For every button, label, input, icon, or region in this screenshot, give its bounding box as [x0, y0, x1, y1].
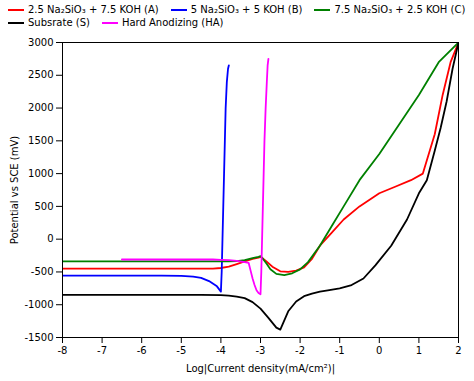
html-text:Subsrate (S): Subsrate (S): [28, 17, 90, 28]
svg-text:1500: 1500: [28, 135, 53, 146]
html-text:5 Na₂SiO₃ + 5 KOH (B): 5 Na₂SiO₃ + 5 KOH (B): [190, 4, 303, 15]
svg-text:-2: -2: [295, 345, 305, 356]
svg-text:1000: 1000: [28, 168, 53, 179]
svg-text:-1500: -1500: [24, 332, 53, 343]
svg-text:0: 0: [47, 233, 53, 244]
svg-text:-3: -3: [256, 345, 266, 356]
svg-text:2: 2: [455, 345, 461, 356]
svg-text:-8: -8: [58, 345, 68, 356]
svg-text:2500: 2500: [28, 69, 53, 80]
svg-text:3000: 3000: [28, 37, 53, 48]
svg-text:-1000: -1000: [24, 299, 53, 310]
svg-text:-1: -1: [335, 345, 345, 356]
svg-text:500: 500: [34, 201, 53, 212]
svg-text:2000: 2000: [28, 102, 53, 113]
svg-text:0: 0: [376, 345, 382, 356]
svg-text:1: 1: [416, 345, 422, 356]
svg-text:-6: -6: [137, 345, 147, 356]
svg-text:-7: -7: [97, 345, 107, 356]
svg-text:-500: -500: [31, 266, 54, 277]
svg-text:Log|Current density(mA/cm²)|: Log|Current density(mA/cm²)|: [186, 363, 335, 375]
svg-text:-5: -5: [176, 345, 186, 356]
html-text:2.5 Na₂SiO₃ + 7.5 KOH (A): 2.5 Na₂SiO₃ + 7.5 KOH (A): [28, 4, 159, 15]
html-text:Hard Anodizing (HA): Hard Anodizing (HA): [121, 17, 224, 28]
html-text:7.5 Na₂SiO₃ + 2.5 KOH (C): 7.5 Na₂SiO₃ + 2.5 KOH (C): [334, 4, 466, 15]
svg-text:-4: -4: [216, 345, 226, 356]
svg-text:Potential vs SCE (mV): Potential vs SCE (mV): [9, 136, 20, 245]
